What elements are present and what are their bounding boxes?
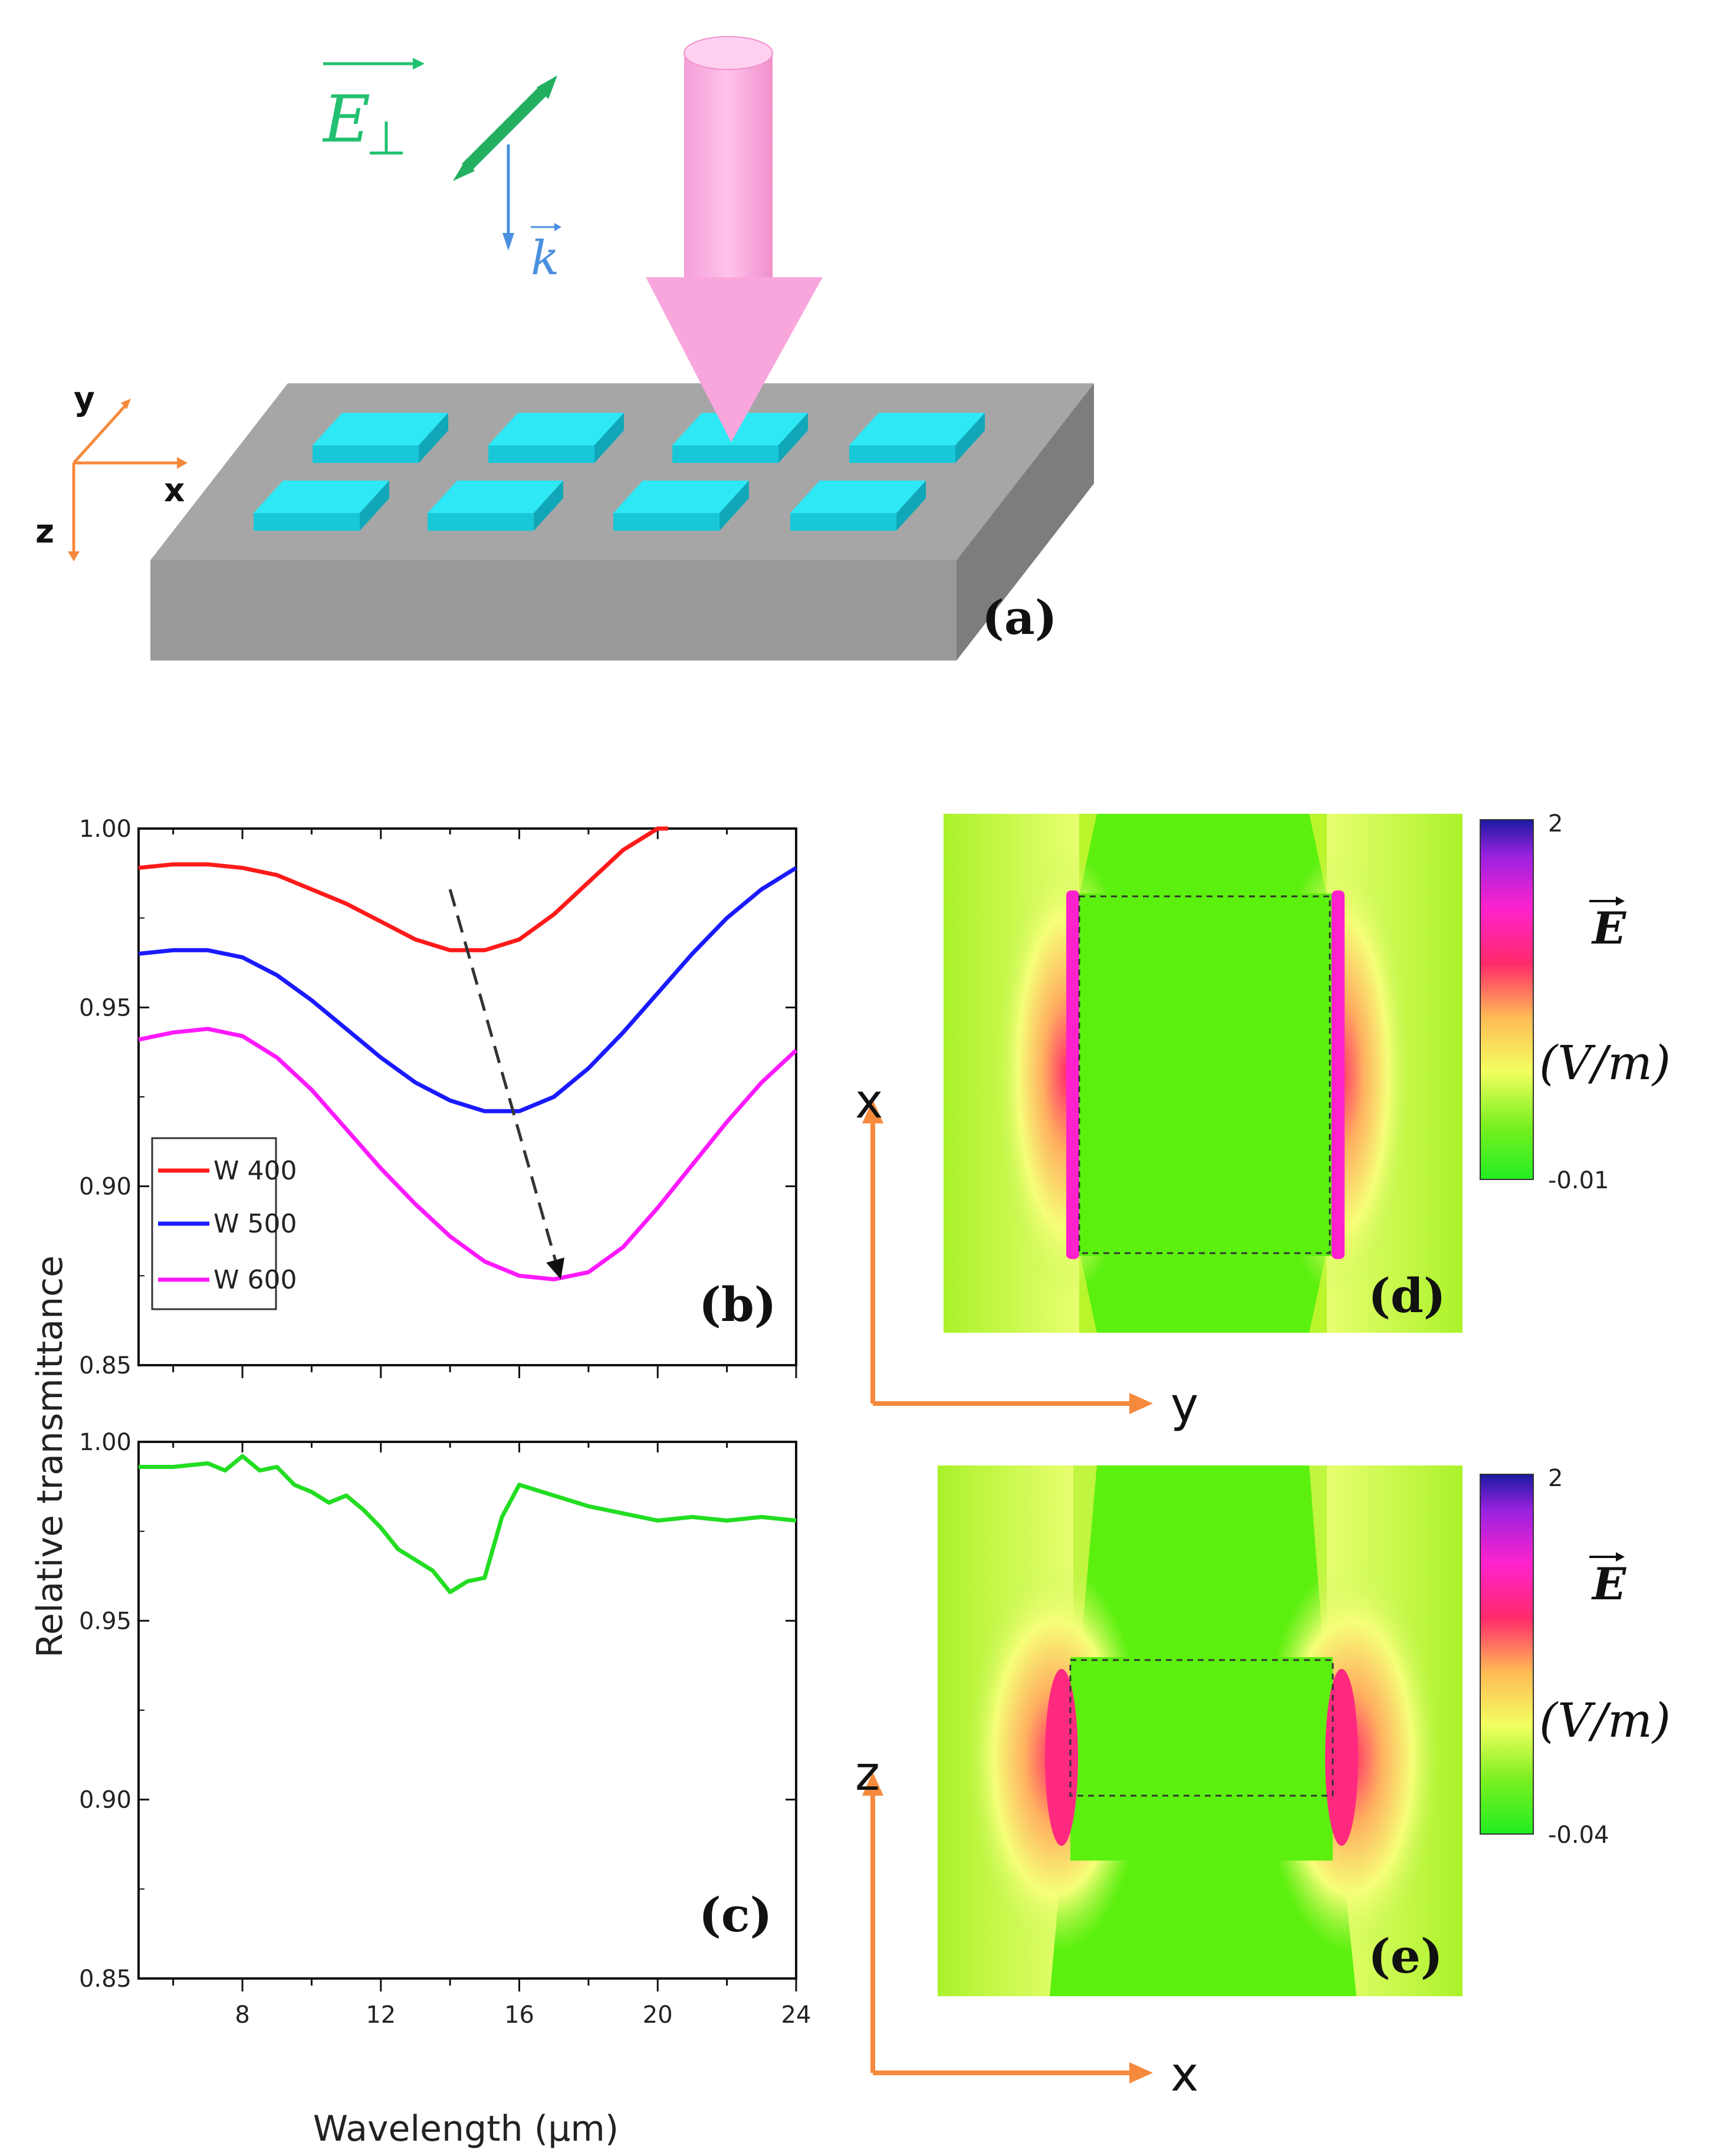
colorbar-e xyxy=(1480,1474,1533,1834)
e-field-arrow-icon xyxy=(453,75,557,181)
panel-label-d: (d) xyxy=(1368,1268,1446,1323)
y-tick-label: 1.00 xyxy=(79,816,132,843)
panel-e-field-map: (e) 2 -0.04 E (V/m) z x xyxy=(855,1465,1671,2102)
panel-d-axis-horizontal: y xyxy=(1171,1378,1198,1432)
x-tick-label: 8 xyxy=(235,2001,249,2029)
series-line xyxy=(139,1456,796,1592)
panel-d-field-map: (d) 2 -0.01 E (V/m) x y xyxy=(855,810,1671,1432)
legend-entry: W 500 xyxy=(213,1209,297,1239)
panel-c-plot: 0.85 0.90 0.95 1.00 8 12 16 20 24 (c) xyxy=(79,1429,811,2029)
colorbar-e-quantity: E xyxy=(1591,1558,1627,1610)
axis-z-label: z xyxy=(35,512,54,550)
panel-label-a: (a) xyxy=(982,590,1057,645)
e-field-label: E ⊥ xyxy=(322,58,425,166)
y-tick-label: 0.90 xyxy=(79,1174,132,1201)
k-label: k xyxy=(531,223,561,285)
y-tick-label: 0.95 xyxy=(79,1608,132,1635)
plot-c-frame xyxy=(139,1442,796,1978)
series-line xyxy=(139,829,668,950)
plot-c-series xyxy=(139,1456,796,1592)
panel-d-axis-vertical: x xyxy=(855,1074,883,1129)
substrate-top xyxy=(150,383,1094,560)
colorbar-d xyxy=(1480,820,1533,1179)
x-tick-label: 24 xyxy=(781,2001,811,2029)
panel-e-axis-vertical: z xyxy=(855,1746,880,1801)
y-axis-title: Relative transmittance xyxy=(29,1256,71,1658)
k-symbol: k xyxy=(531,231,559,285)
light-beam xyxy=(646,37,823,442)
panel-b-plot: 0.85 0.90 0.95 1.00 W 400 W 500 W 600 (b) xyxy=(79,816,796,1379)
series-line xyxy=(139,868,796,1112)
x-tick-label: 12 xyxy=(366,2001,396,2029)
x-axis-title: Wavelength (μm) xyxy=(313,2108,619,2150)
colorbar-d-min: -0.01 xyxy=(1548,1167,1609,1194)
y-tick-label: 1.00 xyxy=(79,1429,132,1456)
panel-e-axis-horizontal: x xyxy=(1171,2047,1198,2102)
figure: E ⊥ k y x z (a) 0.85 0.90 0.95 1.00 xyxy=(0,0,1722,2156)
y-tick-label: 0.85 xyxy=(79,1352,132,1379)
y-tick-label: 0.95 xyxy=(79,994,132,1021)
colorbar-e-max: 2 xyxy=(1548,1465,1563,1492)
axis-y-label: y xyxy=(74,380,95,418)
colorbar-d-quantity: E xyxy=(1591,902,1627,954)
panel-label-c: (c) xyxy=(699,1887,772,1943)
x-tick-label: 20 xyxy=(643,2001,673,2029)
e-symbol: E xyxy=(322,81,370,157)
y-tick-label: 0.85 xyxy=(79,1966,132,1993)
colorbar-e-unit: (V/m) xyxy=(1539,1693,1671,1748)
e-subscript: ⊥ xyxy=(366,111,407,166)
colorbar-e-min: -0.04 xyxy=(1548,1822,1609,1849)
panel-label-b: (b) xyxy=(699,1277,777,1332)
colorbar-d-max: 2 xyxy=(1548,810,1563,837)
colorbar-d-unit: (V/m) xyxy=(1539,1036,1671,1090)
legend-entry: W 600 xyxy=(213,1265,297,1295)
legend-entry: W 400 xyxy=(213,1156,297,1186)
legend: W 400 W 500 W 600 xyxy=(152,1138,297,1309)
x-tick-label: 16 xyxy=(504,2001,534,2029)
axis-x-label: x xyxy=(164,471,185,509)
k-vector-arrow-icon xyxy=(502,144,514,251)
y-tick-label: 0.90 xyxy=(79,1787,132,1814)
substrate-front xyxy=(150,560,957,660)
panel-label-e: (e) xyxy=(1368,1928,1443,1984)
panel-a: E ⊥ k y x z (a) xyxy=(35,37,1094,660)
coordinate-axes-icon xyxy=(74,404,177,554)
